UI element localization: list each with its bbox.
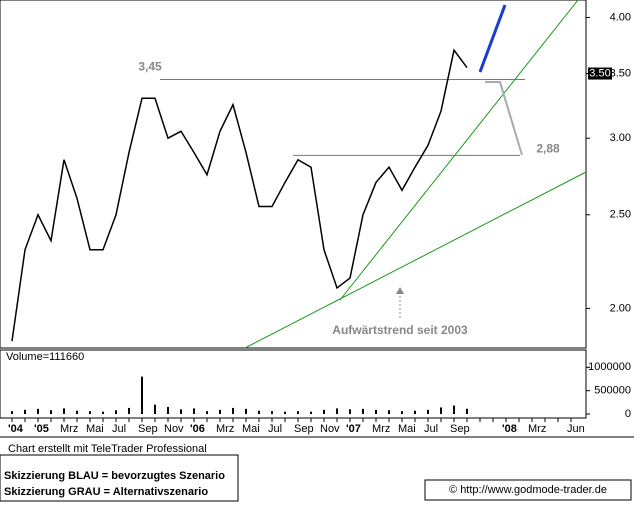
x-tick-label: Jul	[112, 423, 126, 435]
volume-bar	[76, 410, 78, 414]
x-tick-label: Mai	[398, 423, 416, 435]
volume-label: Volume=111660	[6, 351, 84, 363]
volume-bar	[154, 404, 156, 414]
volume-bar	[219, 409, 221, 414]
volume-bar	[102, 411, 104, 414]
volume-bar	[180, 409, 182, 414]
volume-bar	[349, 409, 351, 414]
x-tick-label: Mai	[86, 423, 104, 435]
x-tick-label: '06	[190, 423, 205, 435]
volume-bar	[167, 407, 169, 414]
y-tick-label: 4.00	[610, 11, 631, 23]
volume-bar	[89, 411, 91, 414]
x-tick-label: Nov	[320, 423, 340, 435]
price-tag	[588, 67, 612, 80]
x-tick-label: '08	[502, 423, 517, 435]
x-tick-label: Mai	[242, 423, 260, 435]
volume-bar	[232, 407, 234, 414]
x-tick-label: Mrz	[372, 423, 390, 435]
x-tick-label: '05	[34, 423, 49, 435]
price-tag-label: 3.50	[589, 67, 610, 79]
volume-bar	[245, 408, 247, 414]
x-tick-label: Sep	[450, 423, 470, 435]
x-tick-label: Mrz	[60, 423, 78, 435]
x-tick-label: Sep	[294, 423, 314, 435]
x-tick-label: Nov	[164, 423, 184, 435]
y-tick-label: 2.50	[610, 209, 631, 221]
volume-bar	[141, 376, 143, 414]
volume-bar	[414, 410, 416, 414]
volume-bar	[375, 409, 377, 414]
volume-bar	[258, 410, 260, 414]
volume-bar	[466, 408, 468, 414]
x-tick-label: '07	[346, 423, 361, 435]
volume-bar	[284, 411, 286, 414]
volume-bar	[401, 411, 403, 414]
trendline	[339, 0, 579, 301]
volume-bar	[440, 407, 442, 414]
source: © http://www.godmode-trader.de	[449, 484, 607, 496]
note: Skizzierung BLAU = bevorzugtes Szenario	[4, 470, 225, 482]
volume-bar	[11, 411, 13, 414]
y-tick-label: 3.00	[610, 132, 631, 144]
volume-bar	[24, 409, 26, 414]
marks: 2.00 2.50 3.00 3.50 4.00 3,45 2,88 '04 '05 Mrz Mai…	[8, 11, 631, 435]
note: Skizzierung GRAU = Alternativszenario	[4, 486, 208, 498]
level-label: 2,88	[536, 142, 560, 156]
y-tick-label: 3.50	[610, 67, 631, 79]
volume-bar	[37, 408, 39, 414]
price-panel	[0, 0, 587, 349]
volume-bar	[323, 409, 325, 414]
volume-bar	[63, 408, 65, 414]
volume-bar	[336, 408, 338, 414]
grey-scenario	[485, 81, 523, 156]
source-box	[424, 479, 632, 501]
trend-arrow-head	[396, 287, 404, 294]
volume-bar	[193, 408, 195, 414]
volume-bar	[362, 408, 364, 414]
trend-label: Aufwärtstrend seit 2003	[332, 323, 468, 337]
x-tick-label: Jul	[424, 423, 438, 435]
volume-bar	[388, 410, 390, 414]
volume-tick-label: 1000000	[588, 361, 631, 373]
y-tick-label: 2.00	[610, 302, 631, 314]
volume-bar	[50, 410, 52, 414]
volume-bar	[427, 409, 429, 414]
volume-bar	[310, 411, 312, 414]
volume-bar	[297, 411, 299, 414]
volume-bar	[128, 407, 130, 414]
volume-tick-label: 500000	[594, 385, 631, 397]
volume-tick-label: 0	[625, 408, 631, 420]
volume-panel	[0, 349, 587, 419]
volume-bar	[271, 411, 273, 414]
level-label: 3,45	[138, 60, 162, 74]
blue-scenario	[478, 4, 507, 73]
x-tick-label: Sep	[138, 423, 158, 435]
x-tick-label: Mrz	[528, 423, 546, 435]
credit: Chart erstellt mit TeleTrader Profession…	[8, 443, 207, 455]
volume-bar	[453, 405, 455, 414]
trendline	[244, 171, 587, 349]
x-tick-label: Mrz	[216, 423, 234, 435]
x-tick-label: Jun	[567, 423, 585, 435]
volume-bar	[206, 411, 208, 414]
x-tick-label: Jul	[268, 423, 282, 435]
price-line	[11, 48, 468, 342]
notes-box	[0, 454, 239, 502]
x-tick-label: '04	[8, 423, 24, 435]
volume-bar	[115, 410, 117, 414]
